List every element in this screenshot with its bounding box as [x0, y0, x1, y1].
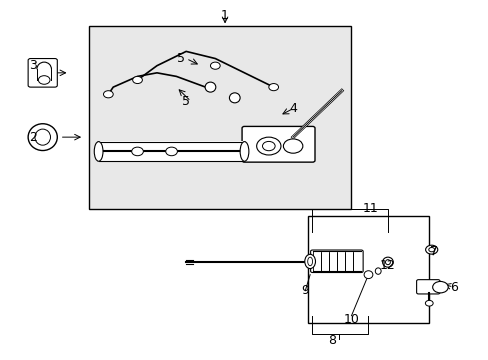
Circle shape	[38, 76, 50, 84]
Bar	[89, 26, 351, 208]
Circle shape	[262, 141, 275, 151]
Text: 5: 5	[177, 52, 185, 65]
Ellipse shape	[304, 254, 315, 269]
Text: 4: 4	[288, 102, 296, 115]
FancyBboxPatch shape	[416, 280, 439, 294]
Text: 3: 3	[29, 59, 37, 72]
Ellipse shape	[425, 245, 437, 254]
FancyBboxPatch shape	[242, 126, 314, 162]
Ellipse shape	[374, 268, 380, 274]
Ellipse shape	[428, 248, 434, 252]
Text: 1: 1	[221, 9, 228, 22]
Circle shape	[432, 282, 447, 293]
Circle shape	[268, 84, 278, 91]
Text: 12: 12	[379, 259, 395, 272]
Circle shape	[256, 137, 281, 155]
Text: 9: 9	[301, 284, 308, 297]
Circle shape	[165, 147, 177, 156]
FancyBboxPatch shape	[28, 59, 57, 87]
Ellipse shape	[307, 257, 312, 266]
Ellipse shape	[94, 141, 103, 161]
Ellipse shape	[204, 82, 215, 92]
Circle shape	[283, 139, 302, 153]
Ellipse shape	[382, 257, 392, 267]
Ellipse shape	[35, 129, 50, 145]
Circle shape	[210, 62, 220, 69]
Text: 7: 7	[429, 245, 437, 258]
Circle shape	[131, 147, 143, 156]
Ellipse shape	[229, 93, 240, 103]
Text: 10: 10	[343, 313, 359, 326]
Ellipse shape	[28, 124, 57, 150]
Text: 5: 5	[182, 95, 190, 108]
Text: 11: 11	[362, 202, 378, 215]
FancyBboxPatch shape	[310, 250, 363, 273]
Bar	[307, 216, 428, 323]
Text: 6: 6	[449, 281, 457, 294]
Circle shape	[425, 300, 432, 306]
Bar	[99, 141, 244, 161]
Circle shape	[132, 76, 142, 84]
Text: 2: 2	[29, 131, 37, 144]
Ellipse shape	[364, 271, 372, 279]
Text: 8: 8	[327, 334, 335, 347]
Circle shape	[103, 91, 113, 98]
Ellipse shape	[385, 260, 389, 265]
Ellipse shape	[240, 141, 248, 161]
